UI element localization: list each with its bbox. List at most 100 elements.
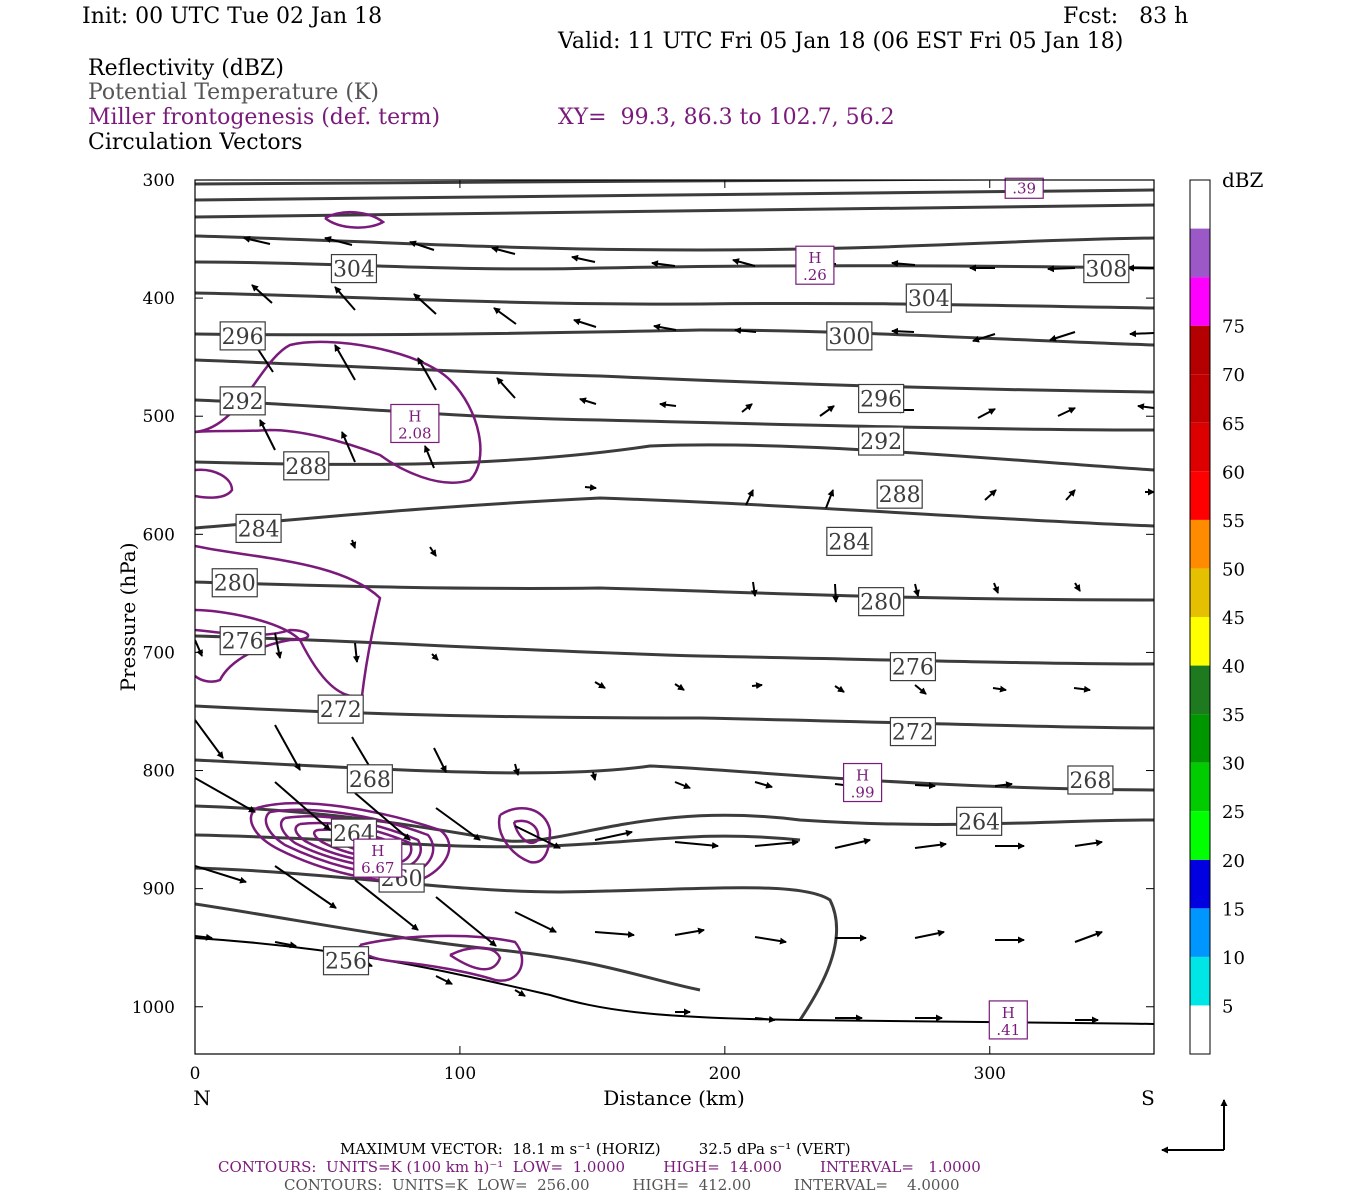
theta-label: 288 [879,483,921,508]
theta-contour [195,234,1154,252]
circulation-vector [754,936,787,945]
theta-label: 304 [908,287,950,312]
frontogenesis-max-value: .99 [851,784,875,802]
plot-frame [194,179,1155,1055]
circulation-vector [493,307,517,325]
y-tick-label: 1000 [132,998,175,1018]
axis-tick-labels: 0 100 200 300 300 400 500 600 700 800 900 1000 [132,171,1006,1084]
theta-label-box [905,283,952,313]
frontogenesis-max-box [390,403,440,444]
theta-label-box [858,426,905,456]
circulation-vector [751,682,763,690]
colorbar-tick-label: 45 [1222,608,1245,629]
colorbar-title: dBZ [1222,168,1264,192]
circulation-vector [324,236,353,246]
cross-section-endpoints: XY= 99.3, 86.3 to 102.7, 56.2 [558,105,895,130]
y-tick-label: 400 [143,289,175,309]
colorbar-segment [1190,859,1210,909]
frontogenesis-max-box [1004,177,1044,199]
circulation-vector [413,293,437,315]
circulation-vector [274,724,301,771]
theta-label: 280 [860,591,902,616]
theta-label-box [1067,765,1114,795]
y-tick-label: 900 [143,880,175,900]
circulation-vector [274,632,283,659]
circulation-vector [435,975,453,985]
theta-label-box [317,694,364,724]
y-axis-title: Pressure (hPa) [116,543,140,692]
circulation-vector [913,583,920,597]
theta-label-box [322,946,370,976]
frontogenesis-contour [195,544,382,698]
circulation-vector [741,403,753,413]
circulation-vector [914,684,927,695]
circulation-vector [435,807,481,841]
theta-label: 292 [222,390,264,415]
x-tick-label: 0 [190,1064,201,1084]
circulation-vector [1057,407,1076,417]
frontogenesis-max-value: .41 [996,1021,1020,1039]
frontogenesis-contour [512,819,540,845]
circulation-vector [251,284,273,304]
colorbar-tick-label: 30 [1222,754,1245,775]
circulation-vector [674,683,685,691]
theta-contour [195,634,1154,666]
circulation-vector [992,582,1000,594]
reflectivity-colorbar: 5 10 15 20 25 30 35 40 45 50 55 60 65 70 75 [1189,179,1245,1055]
circulation-vector [977,408,996,419]
circulation-vector [1049,331,1076,342]
circulation-vector [274,865,337,909]
circulation-vector [891,327,915,335]
theta-label: 296 [222,325,264,350]
colorbar-segment [1190,762,1210,812]
circulation-vector [992,685,1007,693]
circulation-vector [431,653,439,661]
circulation-vector [914,929,945,939]
circulation-vector [259,419,276,451]
colorbar-tick-label: 40 [1222,657,1245,678]
circulation-vector [354,792,411,841]
theta-contour [195,291,1154,310]
frontogenesis-contour [195,468,234,499]
field-circulation-vectors: Circulation Vectors [88,130,303,155]
circulation-vector [571,254,596,263]
theta-label-box [858,587,905,617]
field-frontogenesis: Miller frontogenesis (def. term) [88,105,441,130]
colorbar-segment [1190,568,1210,617]
circulation-vector [435,896,497,947]
frontogenesis-contour [497,806,552,864]
theta-label-box [1083,253,1130,284]
circulation-vector [732,258,756,267]
theta-contour [195,758,1154,792]
y-tick-label: 600 [143,525,175,545]
colorbar-segment [1190,471,1210,520]
theta-contour [195,180,799,186]
circulation-vector [1129,330,1154,338]
frontogenesis-max-box [842,762,883,803]
circulation-vector [651,260,676,268]
field-reflectivity: Reflectivity (dBZ) [88,56,284,81]
theta-label: 264 [958,810,1000,835]
x-axis-title: Distance (km) [603,1086,745,1110]
colorbar-segment [1190,374,1210,423]
theta-contour [195,443,1154,472]
theta-label-box [219,386,266,416]
colorbar-segment [1190,811,1210,860]
circulation-vector [195,639,203,657]
circulation-vector [590,771,597,781]
circulation-vector [754,781,773,789]
theta-label: 268 [1069,769,1111,794]
frontogenesis-max-value: .39 [1012,179,1036,197]
theta-contours [195,180,1154,1025]
circulation-vector [341,431,356,463]
circulation-vector [750,581,758,597]
colorbar-segment [1190,277,1210,326]
theta-label-box [858,383,905,414]
circulation-vector [513,763,520,776]
y-tick-label: 700 [143,643,175,663]
colorbar-segment [1190,1005,1210,1054]
colorbar-tick-label: 60 [1222,462,1245,483]
frontogenesis-contour [324,211,386,229]
y-tick-label: 800 [143,762,175,782]
circulation-vector [334,344,356,381]
